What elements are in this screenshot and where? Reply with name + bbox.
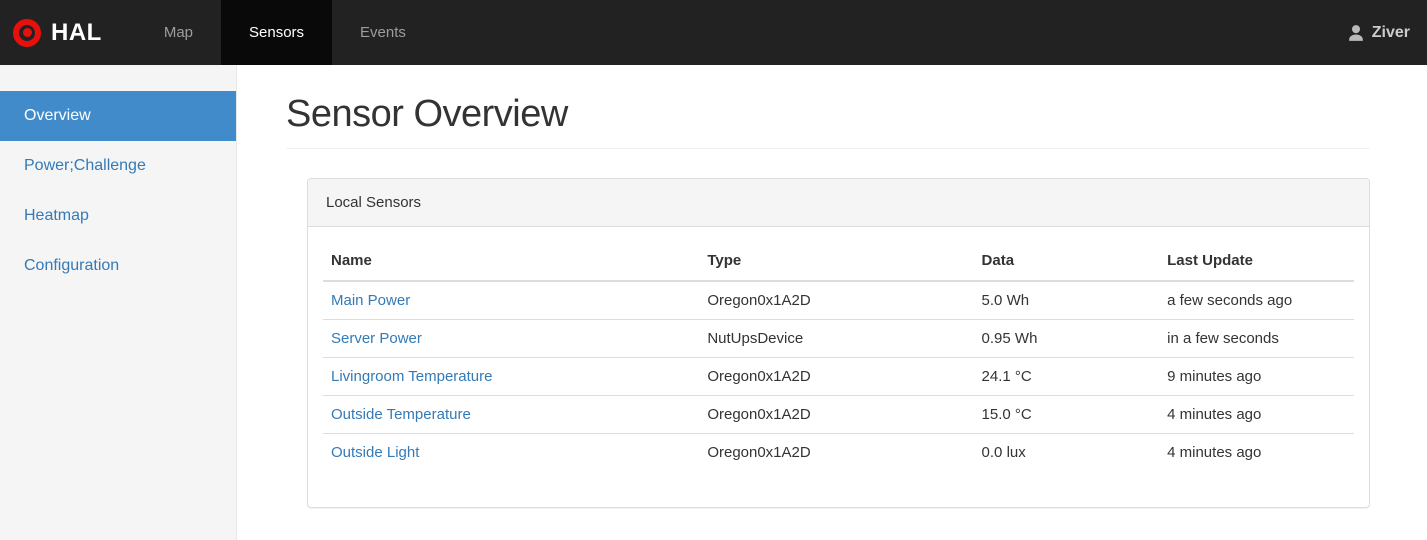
- sensor-last-update-cell: 9 minutes ago: [1159, 357, 1354, 396]
- sensor-data-cell: 5.0 Wh: [981, 292, 1030, 309]
- page-body: Overview Power;Challenge Heatmap Configu…: [0, 65, 1427, 540]
- brand-label: HAL: [51, 18, 102, 46]
- sensor-name-cell: Server Power: [323, 319, 700, 358]
- sensor-name-cell: Main Power: [323, 281, 699, 320]
- sidebar-item-heatmap[interactable]: Heatmap: [24, 207, 89, 224]
- sensor-type-cell: NutUpsDevice: [699, 319, 974, 358]
- sensor-data-cell: 15.0 °C: [973, 395, 1160, 434]
- sensor-type-cell: Oregon0x1A2D: [707, 292, 811, 309]
- user-menu[interactable]: Ziver: [1347, 0, 1427, 65]
- table-row: Outside Temperature Oregon0x1A2D 15.0 °C…: [323, 395, 1354, 434]
- page-title: Sensor Overview: [286, 93, 1370, 149]
- panel-body: Name Type Data Last Update Main Power Or…: [308, 227, 1369, 507]
- sensor-data-cell: 0.0 lux: [973, 433, 1160, 471]
- sensor-link-livingroom-temperature[interactable]: Livingroom Temperature: [331, 368, 493, 385]
- primary-nav: Map Sensors Events: [136, 0, 434, 65]
- nav-tab-sensors[interactable]: Sensors: [221, 0, 333, 65]
- user-icon: [1347, 24, 1365, 42]
- panel-title: Local Sensors: [308, 179, 1369, 227]
- sensor-type-cell: Oregon0x1A2D: [699, 357, 974, 396]
- table-header-row: Name Type Data Last Update: [323, 242, 1354, 282]
- sensor-link-main-power[interactable]: Main Power: [331, 292, 411, 309]
- sensors-table: Name Type Data Last Update Main Power Or…: [323, 242, 1354, 471]
- sensor-type-cell: Oregon0x1A2D: [699, 395, 974, 434]
- hal-logo-dot-icon: [22, 28, 32, 37]
- hal-logo-icon: [13, 18, 41, 47]
- username-label: Ziver: [1371, 23, 1410, 41]
- sidebar: Overview Power;Challenge Heatmap Configu…: [0, 65, 237, 540]
- sensor-last-update-cell: 4 minutes ago: [1159, 395, 1354, 434]
- brand[interactable]: HAL: [0, 0, 118, 65]
- sensor-data-cell: 24.1 °C: [973, 357, 1160, 396]
- column-header-type: Type: [699, 242, 974, 282]
- sidebar-item-configuration[interactable]: Configuration: [24, 257, 120, 274]
- sidebar-item-power-challenge[interactable]: Power;Challenge: [24, 157, 146, 174]
- column-header-data: Data: [973, 242, 1160, 282]
- nav-tab-map[interactable]: Map: [163, 24, 194, 41]
- sensor-name-cell: Livingroom Temperature: [323, 357, 700, 396]
- sensor-link-outside-light[interactable]: Outside Light: [331, 444, 420, 461]
- sensor-name-cell: Outside Temperature: [323, 395, 700, 434]
- sensor-name-cell: Outside Light: [323, 433, 700, 471]
- sidebar-item-overview[interactable]: Overview: [0, 91, 236, 141]
- top-navbar: HAL Map Sensors Events Ziver: [0, 0, 1427, 65]
- main-content: Sensor Overview Local Sensors Name Type …: [237, 65, 1427, 540]
- sensor-last-update-cell: in a few seconds: [1159, 319, 1354, 358]
- column-header-name: Name: [323, 242, 700, 282]
- nav-tab-events[interactable]: Events: [360, 24, 406, 41]
- sensor-last-update-cell: 4 minutes ago: [1159, 433, 1354, 471]
- sensor-link-server-power[interactable]: Server Power: [331, 330, 422, 347]
- column-header-last-update: Last Update: [1159, 242, 1354, 282]
- table-row: Outside Light Oregon0x1A2D 0.0 lux 4 min…: [323, 433, 1354, 471]
- sensor-type-cell: Oregon0x1A2D: [699, 433, 974, 471]
- table-row: Server Power NutUpsDevice 0.95 Wh in a f…: [323, 319, 1354, 358]
- sensor-link-outside-temperature[interactable]: Outside Temperature: [331, 406, 471, 423]
- table-row: Main Power Oregon0x1A2D 5.0 Wh a few sec…: [323, 281, 1354, 320]
- sensor-data-cell: 0.95 Wh: [973, 319, 1160, 358]
- sensor-last-update-cell: a few seconds ago: [1167, 292, 1293, 309]
- table-row: Livingroom Temperature Oregon0x1A2D 24.1…: [323, 357, 1354, 396]
- local-sensors-panel: Local Sensors Name Type Data Last Update: [307, 178, 1370, 508]
